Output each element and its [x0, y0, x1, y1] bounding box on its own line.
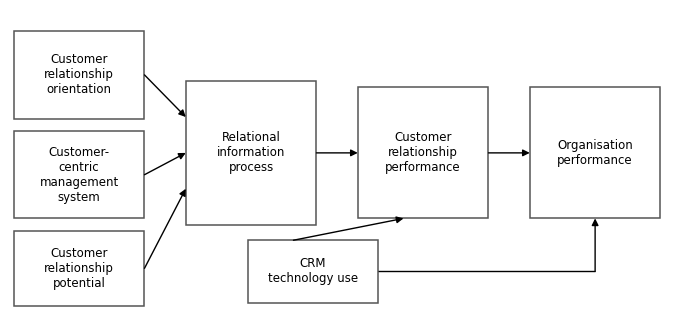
- Text: Relational
information
process: Relational information process: [217, 131, 286, 174]
- FancyBboxPatch shape: [14, 231, 144, 306]
- Text: Customer
relationship
performance: Customer relationship performance: [385, 131, 461, 174]
- Text: CRM
technology use: CRM technology use: [268, 257, 358, 285]
- Text: Customer
relationship
potential: Customer relationship potential: [44, 247, 114, 290]
- Text: Customer-
centric
management
system: Customer- centric management system: [39, 146, 119, 204]
- FancyBboxPatch shape: [248, 240, 378, 303]
- FancyBboxPatch shape: [14, 131, 144, 218]
- FancyBboxPatch shape: [14, 31, 144, 119]
- Text: Customer
relationship
orientation: Customer relationship orientation: [44, 53, 114, 96]
- FancyBboxPatch shape: [358, 87, 488, 218]
- FancyBboxPatch shape: [186, 81, 316, 225]
- Text: Organisation
performance: Organisation performance: [557, 139, 633, 167]
- FancyBboxPatch shape: [530, 87, 660, 218]
